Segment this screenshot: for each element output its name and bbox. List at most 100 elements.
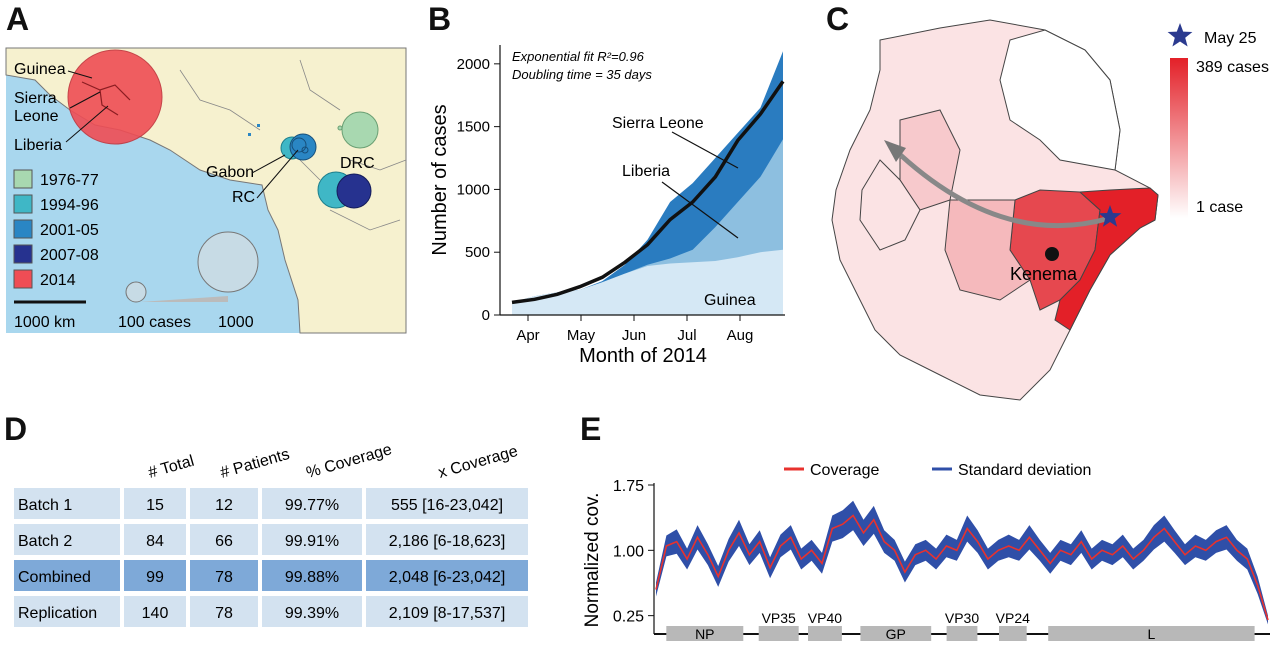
table-cell-text: 140 <box>142 605 169 622</box>
legend-swatch <box>13 219 33 239</box>
table-cell <box>190 596 258 627</box>
gene-box <box>860 626 932 641</box>
spread-arrow <box>890 145 1113 229</box>
y-tick-label: 500 <box>465 244 490 261</box>
table-cell-text: 78 <box>215 569 233 586</box>
y-tick-label: 1000 <box>457 181 490 198</box>
panel-letter-c: C <box>826 1 849 37</box>
table-cell <box>14 524 120 555</box>
gene-label: VP30 <box>945 610 979 626</box>
label-leone: Leone <box>14 108 59 125</box>
area-guinea <box>512 249 783 315</box>
panel-d: D # Total # Patients % Coverage x Coverage B… <box>4 411 528 627</box>
label-may-25: May 25 <box>1204 30 1257 47</box>
table-cell-text: 2,048 [6-23,042] <box>389 569 506 586</box>
sd-band <box>656 500 1268 625</box>
table-cell <box>14 488 120 519</box>
table-cell-text: 15 <box>146 497 164 514</box>
table-cell <box>14 560 120 591</box>
scale-bar-label: 1000 km <box>14 314 75 331</box>
panel-letter-b: B <box>428 1 451 37</box>
panel-e: E 0.25 1.00 1.75 Normalized cov. NP VP35 VP40 G… <box>580 411 1270 642</box>
label-sierra-leone-area: Sierra Leone <box>612 115 704 132</box>
district-koinadugu <box>999 29 1121 171</box>
x-tick-label: Apr <box>516 327 539 344</box>
legend-sd-label: Standard deviation <box>958 462 1091 479</box>
circle-2007-drc <box>336 173 372 209</box>
gene-box <box>666 626 744 641</box>
legend-label: 1994-96 <box>40 197 99 214</box>
label-guinea-area: Guinea <box>704 292 756 309</box>
gene-box <box>946 626 978 641</box>
panel-b: B 0 500 1000 1500 2000 Apr May Jun Jul Aug Month o… <box>428 1 785 367</box>
leader-rc <box>256 149 299 199</box>
circle-1976 <box>341 111 379 149</box>
circle-2001-gabon <box>289 133 317 161</box>
table-cell <box>366 560 528 591</box>
table-cell-text: 2,109 [8-17,537] <box>389 605 506 622</box>
y-tick-label: 1.75 <box>613 478 644 495</box>
table-cell <box>190 560 258 591</box>
y-axis-label: Number of cases <box>429 104 451 255</box>
exponential-fit-line <box>511 80 785 305</box>
label-gabon: Gabon <box>206 164 254 181</box>
label-drc: DRC <box>340 155 375 172</box>
circle-2001-rc <box>291 137 307 153</box>
color-scale-bar <box>1170 58 1188 218</box>
table-cell <box>262 596 362 627</box>
x-axis-label: Month of 2014 <box>579 345 707 367</box>
leader-sierra-leone-area <box>671 131 739 169</box>
leader-gabon <box>251 154 286 174</box>
circle-1976-small <box>337 125 343 131</box>
table-cell <box>366 488 528 519</box>
legend-coverage-label: Coverage <box>810 462 879 479</box>
label-liberia: Liberia <box>14 137 62 154</box>
table-cell <box>124 524 186 555</box>
y-tick-label: 1500 <box>457 119 490 136</box>
table-cell-text: 66 <box>215 533 233 550</box>
gene-box <box>808 626 842 641</box>
spread-arrow-head <box>884 140 906 162</box>
table-cell-text: 99.88% <box>285 569 339 586</box>
period-legend: 1976-77 1994-96 2001-05 2007-08 2014 <box>13 169 99 289</box>
x-tick-label: Aug <box>727 327 754 344</box>
label-sierra: Sierra <box>14 90 57 107</box>
gene-box <box>758 626 799 641</box>
legend-label: 2007-08 <box>40 247 99 264</box>
leader-sierra-leone <box>69 91 101 109</box>
legend-swatch <box>13 194 33 214</box>
panel-letter-d: D <box>4 411 27 447</box>
table-cell <box>124 596 186 627</box>
panel-letter-e: E <box>580 411 601 447</box>
gene-label: NP <box>695 626 714 641</box>
table-header: # Patients <box>218 446 291 482</box>
kenema-marker <box>1045 247 1059 261</box>
table-cell-text: 2,186 [6-18,623] <box>389 533 506 550</box>
table-cell-text: 84 <box>146 533 164 550</box>
panel-c: C Kenema May 25 389 cases 1 case <box>826 1 1269 401</box>
table-cell-text: Replication <box>18 605 97 622</box>
table-cell-text: 99 <box>146 569 164 586</box>
y-tick-label: 0.25 <box>613 609 644 626</box>
fit-annotation-1: Exponential fit R²=0.96 <box>512 49 645 64</box>
leader-liberia-area <box>661 181 739 239</box>
fit-annotation-2: Doubling time = 35 days <box>512 67 652 82</box>
size-legend-small-label: 100 cases <box>118 314 191 331</box>
country-borders <box>179 59 407 231</box>
table-cell <box>366 524 528 555</box>
sequencing-table: # Total # Patients % Coverage x Coverage Bat… <box>14 441 528 627</box>
label-guinea: Guinea <box>14 61 66 78</box>
leader-guinea <box>67 70 93 79</box>
gene-label: VP24 <box>996 610 1030 626</box>
legend-label: 1976-77 <box>40 172 99 189</box>
panel-a: A Guinea Sierra Leone Liberia Gabon RC D… <box>5 1 407 334</box>
table-cell-text: 99.77% <box>285 497 339 514</box>
x-tick-label: Jun <box>622 327 646 344</box>
y-tick-label: 1.00 <box>613 543 644 560</box>
gene-box <box>999 626 1027 641</box>
color-scale-max: 389 cases <box>1196 59 1269 76</box>
legend-swatch <box>13 244 33 264</box>
x-tick-label: Jul <box>677 327 696 344</box>
table-cell-text: Combined <box>18 569 91 586</box>
table-cell-text: 99.39% <box>285 605 339 622</box>
